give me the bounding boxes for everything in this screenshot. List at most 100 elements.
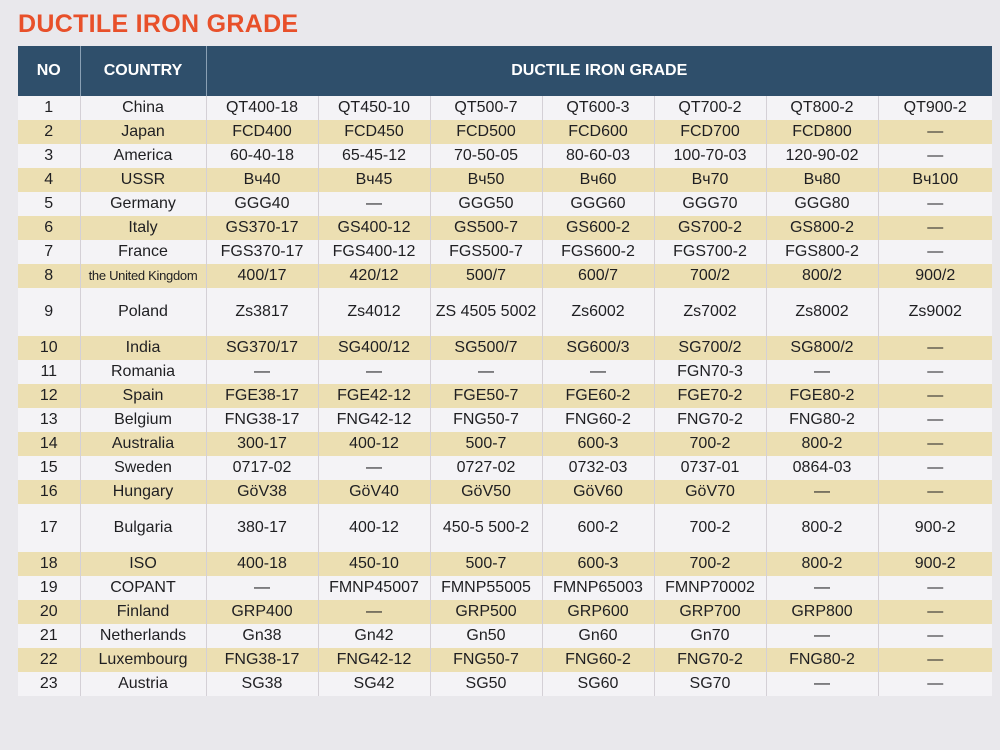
header-no: NO [18,46,81,96]
grade-cell: 65-45-12 [318,144,431,168]
grade-cell: Bч60 [542,168,655,192]
grade-cell: Gn42 [318,624,431,648]
grade-cell: 700-2 [654,552,767,576]
grade-cell: 450-10 [318,552,431,576]
ductile-iron-grade-table: NO COUNTRY DUCTILE IRON GRADE 1 China QT40… [18,46,992,696]
grade-cell: 400-18 [206,552,319,576]
grade-cell: SG500/7 [430,336,543,360]
grade-cell: 800/2 [766,264,879,288]
grade-cell: FMNP65003 [542,576,655,600]
grade-cell: SG700/2 [654,336,767,360]
grade-cell: 700-2 [654,504,767,552]
grade-cell: GGG80 [766,192,879,216]
grade-cell: Gn38 [206,624,319,648]
grade-cell: FMNP70002 [654,576,767,600]
grade-cell: QT600-3 [542,96,655,120]
grade-cell: QT500-7 [430,96,543,120]
header-row: NO COUNTRY DUCTILE IRON GRADE [18,46,992,96]
grade-cell: Zs6002 [542,288,655,336]
table-row: 12 Spain FGE38-17 FGE42-12 FGE50-7 FGE60-2 FGE… [18,384,992,408]
grade-cell: GS500-7 [430,216,543,240]
country-cell: ISO [80,552,207,576]
grade-cell: FGE42-12 [318,384,431,408]
country-cell: Belgium [80,408,207,432]
country-cell: USSR [80,168,207,192]
country-cell: France [80,240,207,264]
grade-cell: — [878,192,992,216]
grade-cell: — [766,360,879,384]
grade-cell: — [878,432,992,456]
grade-cell: — [878,600,992,624]
grade-cell: — [878,120,992,144]
grade-cell: 0864-03 [766,456,879,480]
grade-cell: Zs7002 [654,288,767,336]
grade-cell: 70-50-05 [430,144,543,168]
grade-cell: FNG80-2 [766,408,879,432]
grade-cell: — [766,672,879,696]
grade-cell: — [878,240,992,264]
country-cell: Bulgaria [80,504,207,552]
grade-cell: SG400/12 [318,336,431,360]
table-row: 10 India SG370/17 SG400/12 SG500/7 SG600/3 SG7… [18,336,992,360]
table-row: 8 the United Kingdom 400/17 420/12 500/7 600/… [18,264,992,288]
table-row: 21 Netherlands Gn38 Gn42 Gn50 Gn60 Gn70— — [18,624,992,648]
grade-cell: 800-2 [766,504,879,552]
row-number: 9 [18,288,81,336]
grade-cell: — [318,192,431,216]
grade-cell: QT400-18 [206,96,319,120]
grade-cell: SG70 [654,672,767,696]
row-number: 23 [18,672,81,696]
table-row: 7 France FGS370-17 FGS400-12 FGS500-7 FGS600-… [18,240,992,264]
grade-cell: FGS400-12 [318,240,431,264]
grade-cell: 400-12 [318,504,431,552]
grade-cell: 900-2 [878,552,992,576]
grade-cell: — [766,480,879,504]
grade-cell: Zs8002 [766,288,879,336]
grade-cell: 600-3 [542,432,655,456]
grade-cell: FGS500-7 [430,240,543,264]
table-row: 9 Poland Zs3817 Zs4012 ZS 4505 5002 Zs6002 Zs7… [18,288,992,336]
table-row: 1 China QT400-18 QT450-10 QT500-7 QT600-3 QT70… [18,96,992,120]
grade-cell: FNG38-17 [206,648,319,672]
grade-cell: 800-2 [766,432,879,456]
grade-cell: FNG50-7 [430,648,543,672]
table-row: 20 Finland GRP400— GRP500 GRP600 GRP700 GRP800… [18,600,992,624]
grade-cell: — [878,408,992,432]
grade-cell: 600/7 [542,264,655,288]
grade-cell: GRP600 [542,600,655,624]
grade-cell: Bч50 [430,168,543,192]
grade-cell: 0727-02 [430,456,543,480]
grade-cell: 700/2 [654,264,767,288]
grade-cell: FCD600 [542,120,655,144]
grade-cell: — [430,360,543,384]
grade-cell: GGG40 [206,192,319,216]
country-cell: India [80,336,207,360]
grade-cell: FNG60-2 [542,408,655,432]
row-number: 10 [18,336,81,360]
grade-cell: GRP800 [766,600,879,624]
row-number: 5 [18,192,81,216]
grade-cell: 500-7 [430,432,543,456]
grade-cell: GGG60 [542,192,655,216]
grade-cell: GRP500 [430,600,543,624]
row-number: 20 [18,600,81,624]
row-number: 12 [18,384,81,408]
row-number: 16 [18,480,81,504]
grade-cell: 420/12 [318,264,431,288]
country-cell: Australia [80,432,207,456]
grade-cell: — [206,576,319,600]
grade-cell: SG60 [542,672,655,696]
grade-cell: Gn50 [430,624,543,648]
grade-cell: 600-3 [542,552,655,576]
grade-cell: FGE80-2 [766,384,879,408]
grade-cell: 500-7 [430,552,543,576]
row-number: 17 [18,504,81,552]
country-cell: Japan [80,120,207,144]
grade-cell: QT900-2 [878,96,992,120]
grade-cell: FNG42-12 [318,648,431,672]
grade-cell: Zs3817 [206,288,319,336]
country-cell: Hungary [80,480,207,504]
grade-cell: GRP400 [206,600,319,624]
country-cell: COPANT [80,576,207,600]
row-number: 13 [18,408,81,432]
